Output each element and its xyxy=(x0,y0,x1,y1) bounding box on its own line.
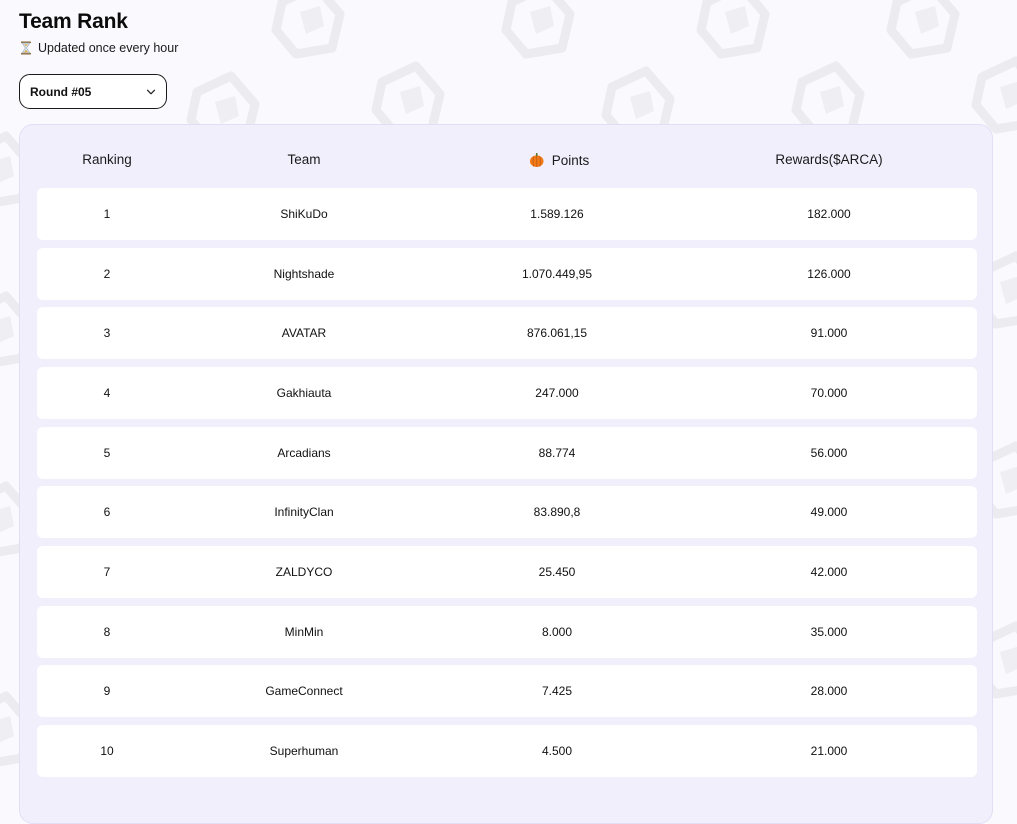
team-cell: Superhuman xyxy=(269,744,339,758)
table-header: Ranking Team Points Rewards($ARCA) xyxy=(20,125,992,189)
rewards-cell: 56.000 xyxy=(810,446,848,460)
table-row: 10 Superhuman 4.500 21.000 xyxy=(37,725,977,777)
rewards-cell: 35.000 xyxy=(810,625,848,639)
update-note: Updated once every hour xyxy=(20,41,178,55)
team-cell: Arcadians xyxy=(277,446,331,460)
points-cell: 83.890,8 xyxy=(533,505,581,519)
team-cell: ShiKuDo xyxy=(280,207,328,221)
team-cell: GameConnect xyxy=(265,684,343,698)
table-row: 5 Arcadians 88.774 56.000 xyxy=(37,427,977,479)
table-row: 4 Gakhiauta 247.000 70.000 xyxy=(37,367,977,419)
points-cell: 1.070.449,95 xyxy=(521,267,593,281)
points-cell: 8.000 xyxy=(541,625,573,639)
team-cell: InfinityClan xyxy=(274,505,334,519)
rank-cell: 1 xyxy=(103,207,111,221)
rank-cell: 2 xyxy=(103,267,111,281)
page-title: Team Rank xyxy=(19,10,128,33)
team-rank-table: Ranking Team Points Rewards($ARCA) 1 Shi… xyxy=(19,124,993,824)
points-cell: 25.450 xyxy=(538,565,576,579)
pumpkin-icon xyxy=(529,153,544,167)
round-select-value: Round #05 xyxy=(30,84,92,99)
points-cell: 7.425 xyxy=(541,684,573,698)
rewards-cell: 21.000 xyxy=(810,744,848,758)
points-cell: 88.774 xyxy=(538,446,576,460)
rank-cell: 9 xyxy=(103,684,111,698)
column-header-ranking: Ranking xyxy=(82,152,132,167)
rank-cell: 4 xyxy=(103,386,111,400)
rewards-cell: 70.000 xyxy=(810,386,848,400)
rank-cell: 6 xyxy=(103,505,111,519)
table-row: 9 GameConnect 7.425 28.000 xyxy=(37,665,977,717)
table-row: 1 ShiKuDo 1.589.126 182.000 xyxy=(37,188,977,240)
table-row: 8 MinMin 8.000 35.000 xyxy=(37,606,977,658)
team-cell: Nightshade xyxy=(273,267,335,281)
rewards-cell: 182.000 xyxy=(807,207,851,221)
round-select[interactable]: Round #05 xyxy=(19,74,167,109)
team-cell: MinMin xyxy=(284,625,324,639)
rank-cell: 8 xyxy=(103,625,111,639)
team-cell: AVATAR xyxy=(281,326,327,340)
rank-cell: 10 xyxy=(100,744,114,758)
hourglass-icon xyxy=(21,41,31,55)
points-cell: 4.500 xyxy=(541,744,573,758)
column-header-rewards: Rewards($ARCA) xyxy=(775,152,883,167)
points-cell: 1.589.126 xyxy=(530,207,584,221)
rewards-cell: 49.000 xyxy=(810,505,848,519)
update-note-text: Updated once every hour xyxy=(38,41,179,55)
column-header-points: Points xyxy=(529,152,590,168)
chevron-down-icon xyxy=(146,89,156,94)
column-header-team: Team xyxy=(287,152,321,167)
rewards-cell: 42.000 xyxy=(810,565,848,579)
team-cell: Gakhiauta xyxy=(276,386,332,400)
points-cell: 247.000 xyxy=(535,386,579,400)
team-cell: ZALDYCO xyxy=(275,565,333,579)
rewards-cell: 28.000 xyxy=(810,684,848,698)
table-row: 6 InfinityClan 83.890,8 49.000 xyxy=(37,486,977,538)
rank-cell: 3 xyxy=(103,326,111,340)
rewards-cell: 126.000 xyxy=(807,267,851,281)
rewards-cell: 91.000 xyxy=(810,326,848,340)
rank-cell: 7 xyxy=(103,565,111,579)
table-row: 2 Nightshade 1.070.449,95 126.000 xyxy=(37,248,977,300)
table-row: 3 AVATAR 876.061,15 91.000 xyxy=(37,307,977,359)
table-row: 7 ZALDYCO 25.450 42.000 xyxy=(37,546,977,598)
rank-cell: 5 xyxy=(103,446,111,460)
points-cell: 876.061,15 xyxy=(526,326,588,340)
column-header-points-label: Points xyxy=(551,152,590,168)
